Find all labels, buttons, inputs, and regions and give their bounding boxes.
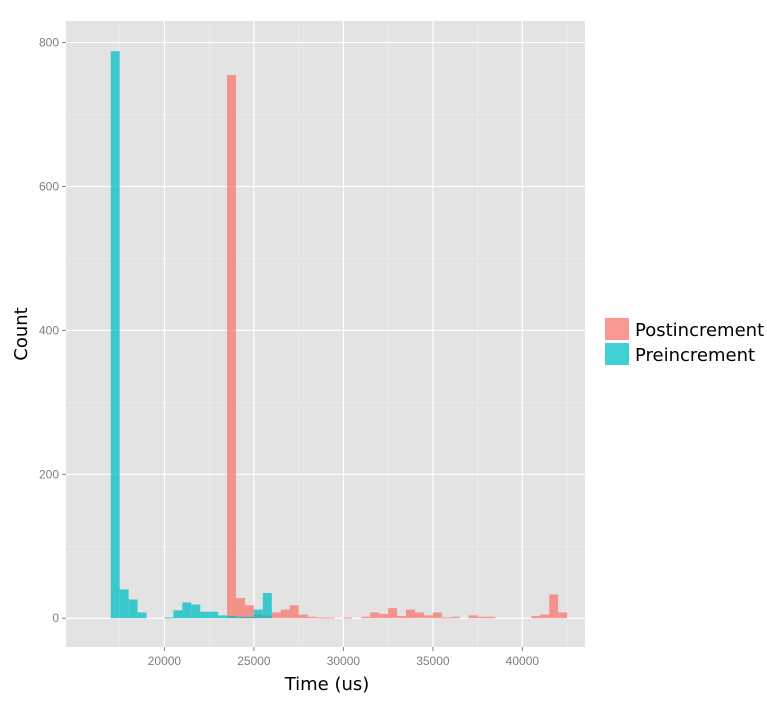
bar-postincrement [432,612,442,619]
bar-postincrement [298,614,308,619]
bar-preincrement [182,602,192,619]
bar-preincrement [110,51,120,619]
bar-postincrement [540,614,550,619]
bar-postincrement [271,612,281,619]
bar-postincrement [414,612,424,619]
x-tick-label: 20000 [148,654,182,668]
bar-postincrement [549,594,559,619]
bar-preincrement [200,611,210,619]
bar-preincrement [164,617,174,619]
bar-preincrement [262,593,272,619]
bar-preincrement [191,604,201,619]
bar-postincrement [244,605,254,619]
bar-postincrement [397,616,407,619]
legend-key-postincrement [605,318,629,340]
y-tick-label: 0 [52,611,59,625]
minor-gridlines [66,21,585,647]
series-postincrement-bars [227,74,568,619]
x-axis-ticks: 20000 25000 30000 35000 40000 [148,647,540,668]
bar-postincrement [558,612,568,619]
bar-preincrement [218,615,228,619]
bar-postincrement [468,615,478,619]
x-tick-label: 30000 [327,654,361,668]
bar-preincrement [244,616,254,619]
legend-label-preincrement: Preincrement [635,345,755,366]
bar-postincrement [441,617,451,619]
bar-postincrement [361,616,371,619]
bar-postincrement [370,612,380,619]
bar-preincrement [137,612,147,619]
bar-postincrement [325,617,335,619]
y-tick-label: 200 [39,467,59,481]
y-axis-title: Count [11,307,32,360]
x-tick-label: 25000 [237,654,271,668]
major-gridlines [66,21,585,647]
bar-postincrement [450,616,460,619]
bar-preincrement [227,616,237,619]
y-tick-label: 400 [39,323,59,337]
bar-preincrement [236,616,245,619]
bar-preincrement [128,599,138,619]
bar-postincrement [307,616,317,619]
bar-preincrement [119,589,129,619]
bar-postincrement [423,615,433,619]
bar-postincrement [343,617,353,619]
bar-postincrement [531,616,541,619]
bar-postincrement [316,617,326,619]
bar-preincrement [173,610,183,619]
x-tick-label: 35000 [416,654,450,668]
x-axis-title: Time (us) [284,674,370,695]
bar-preincrement [209,611,219,619]
legend: Postincrement Preincrement [605,318,764,366]
bar-postincrement [280,609,290,619]
bar-preincrement [253,609,263,619]
legend-label-postincrement: Postincrement [635,320,764,341]
bar-postincrement [406,609,415,619]
series-preincrement-bars [110,51,272,619]
y-tick-label: 800 [39,36,59,50]
y-axis-ticks: 0 200 400 600 800 [39,36,66,625]
legend-key-preincrement [605,343,629,365]
bar-postincrement [486,616,496,619]
x-tick-label: 40000 [506,654,540,668]
bar-postincrement [477,616,487,619]
bar-postincrement [236,598,245,619]
bar-postincrement [227,74,237,619]
plot-panel [66,21,585,647]
bar-postincrement [388,608,398,619]
y-tick-label: 600 [39,179,59,193]
bar-postincrement [289,605,299,619]
bar-postincrement [379,613,389,619]
